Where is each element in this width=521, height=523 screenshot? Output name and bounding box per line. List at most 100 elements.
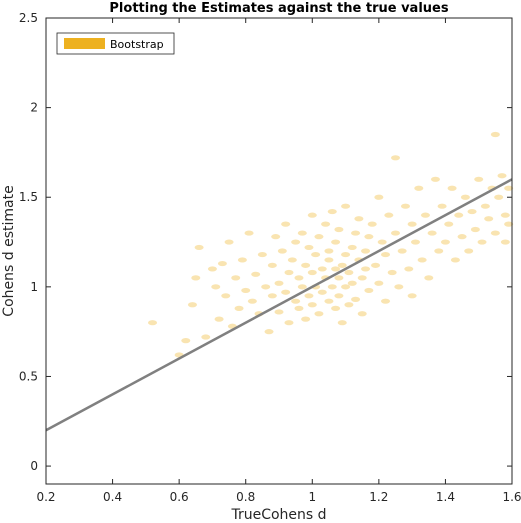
y-axis-label: Cohens d estimate	[1, 185, 17, 316]
data-point	[361, 266, 371, 272]
data-point	[351, 230, 361, 236]
data-point	[410, 239, 420, 245]
data-point	[327, 284, 337, 290]
data-point	[207, 266, 217, 272]
data-point	[474, 176, 484, 182]
legend-swatch-bootstrap	[64, 38, 105, 49]
data-point	[464, 248, 474, 254]
data-point	[391, 230, 400, 236]
data-point	[500, 212, 510, 218]
data-point	[201, 334, 211, 340]
data-point	[371, 262, 381, 268]
data-point	[484, 216, 494, 222]
y-tick-label: 1	[30, 280, 38, 294]
plot-frame	[45, 17, 513, 485]
data-point	[244, 230, 254, 236]
data-point	[231, 275, 241, 281]
x-tick-label: 1.6	[502, 490, 521, 504]
data-point	[314, 234, 324, 240]
data-point	[480, 203, 490, 209]
data-point	[247, 298, 257, 304]
data-point	[148, 320, 158, 326]
data-point	[364, 234, 374, 240]
x-tick-label: 0.6	[170, 490, 189, 504]
y-tick-label: 2	[30, 101, 38, 115]
data-point	[267, 262, 277, 268]
data-point	[214, 316, 224, 322]
data-point	[307, 302, 317, 308]
data-point	[434, 248, 444, 254]
data-point	[337, 320, 347, 326]
data-point	[504, 185, 514, 191]
data-point	[217, 260, 227, 267]
plot-area	[46, 18, 512, 484]
data-point	[394, 284, 404, 290]
data-point	[291, 298, 301, 304]
data-point	[297, 230, 307, 236]
data-point	[237, 257, 247, 263]
data-point	[221, 293, 231, 299]
x-tick-label: 1	[308, 490, 316, 504]
data-point	[361, 248, 371, 254]
data-point	[317, 289, 327, 295]
data-point	[470, 226, 480, 233]
data-point	[341, 284, 351, 290]
x-tick-label: 0.8	[236, 490, 255, 504]
data-point	[447, 185, 457, 191]
data-point	[194, 244, 204, 251]
legend: Bootstrap	[56, 32, 175, 55]
data-point	[404, 266, 414, 272]
data-point	[234, 305, 244, 311]
data-point	[294, 275, 304, 281]
x-axis-label: TrueCohens d	[230, 507, 326, 523]
data-point	[381, 251, 391, 258]
data-point	[367, 221, 377, 227]
data-point	[420, 212, 430, 218]
data-point	[457, 234, 467, 240]
data-point	[334, 275, 344, 281]
data-point	[211, 284, 221, 290]
data-point	[307, 212, 317, 218]
data-point	[454, 212, 464, 218]
data-point	[497, 173, 507, 179]
data-point	[321, 221, 331, 227]
data-point	[311, 251, 321, 258]
data-point	[477, 239, 487, 245]
data-point	[284, 320, 294, 326]
data-point	[304, 293, 314, 299]
data-point	[181, 338, 191, 344]
data-point	[467, 208, 477, 215]
data-point	[407, 221, 417, 227]
data-point	[324, 298, 334, 304]
data-point	[187, 302, 197, 308]
data-point	[331, 239, 341, 245]
data-point	[334, 293, 344, 299]
data-point	[317, 266, 327, 272]
y-tick-label: 2.5	[19, 11, 38, 25]
data-point	[347, 280, 357, 286]
data-point	[284, 269, 294, 276]
data-point	[397, 248, 407, 254]
data-point	[331, 266, 341, 272]
data-point	[357, 311, 367, 317]
legend-label-bootstrap: Bootstrap	[110, 38, 164, 51]
x-tick-label: 1.4	[436, 490, 455, 504]
data-point	[277, 248, 287, 254]
chart-title: Plotting the Estimates against the true …	[109, 1, 448, 16]
data-point	[341, 251, 351, 258]
data-point	[381, 298, 391, 304]
y-tick-label: 0	[30, 459, 38, 473]
data-point	[271, 234, 281, 240]
data-point	[344, 302, 354, 308]
data-point	[351, 296, 361, 302]
data-point	[374, 280, 384, 286]
x-tick-label: 1.2	[369, 490, 388, 504]
data-point	[281, 289, 291, 295]
identity-line	[45, 178, 513, 432]
data-point	[430, 176, 440, 182]
data-point	[384, 212, 394, 218]
data-point	[504, 221, 514, 227]
data-point	[364, 287, 374, 294]
y-tick-label: 0.5	[19, 369, 38, 383]
